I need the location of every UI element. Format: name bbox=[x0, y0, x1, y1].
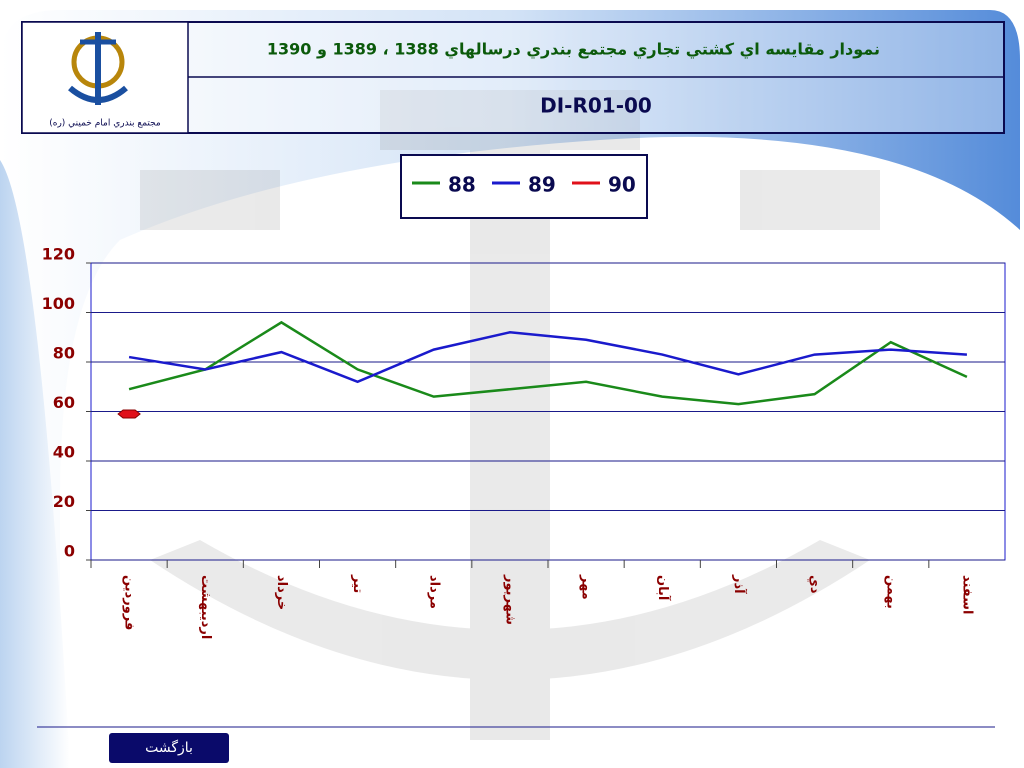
chart-title: نمودار مقايسه اي كشتي تجاري مجتمع بندري … bbox=[267, 40, 880, 60]
logo bbox=[68, 32, 128, 105]
document-code: DI-R01-00 bbox=[540, 94, 652, 118]
x-tick-label: مهر bbox=[579, 574, 594, 600]
back-button[interactable] bbox=[109, 733, 229, 763]
x-tick-label: تير bbox=[350, 574, 365, 593]
x-tick-label: آبان bbox=[655, 575, 672, 601]
x-tick-label: شهريور bbox=[502, 574, 517, 625]
legend-label: 89 bbox=[528, 173, 556, 197]
y-tick-label: 40 bbox=[53, 443, 75, 462]
series-line bbox=[128, 331, 967, 384]
x-tick-label: فروردين bbox=[122, 575, 137, 630]
legend-box bbox=[400, 154, 648, 219]
back-button-label[interactable]: بازگشت bbox=[145, 739, 193, 756]
x-tick-label: اسفند bbox=[959, 575, 974, 614]
series-line bbox=[128, 320, 968, 406]
y-tick-label: 80 bbox=[53, 344, 75, 363]
x-tick-label: آذر bbox=[731, 574, 748, 594]
swoosh-left bbox=[0, 160, 70, 768]
y-tick-label: 100 bbox=[42, 294, 75, 313]
x-tick-label: بهمن bbox=[883, 575, 898, 609]
x-tick-label: دي bbox=[807, 575, 822, 594]
y-tick-label: 0 bbox=[64, 542, 75, 561]
watermark bbox=[140, 90, 880, 740]
x-tick-label: خرداد bbox=[274, 575, 289, 610]
x-tick-label: ارديبهشت bbox=[198, 575, 213, 639]
y-tick-label: 60 bbox=[53, 393, 75, 412]
legend-label: 88 bbox=[448, 173, 476, 197]
x-tick-label: مرداد bbox=[426, 575, 441, 609]
y-tick-label: 20 bbox=[53, 492, 75, 511]
y-tick-label: 120 bbox=[42, 245, 75, 264]
point-marker bbox=[117, 409, 141, 419]
legend-label: 90 bbox=[608, 173, 636, 197]
logo-caption: مجتمع بندري امام خميني (ره) bbox=[49, 119, 161, 129]
